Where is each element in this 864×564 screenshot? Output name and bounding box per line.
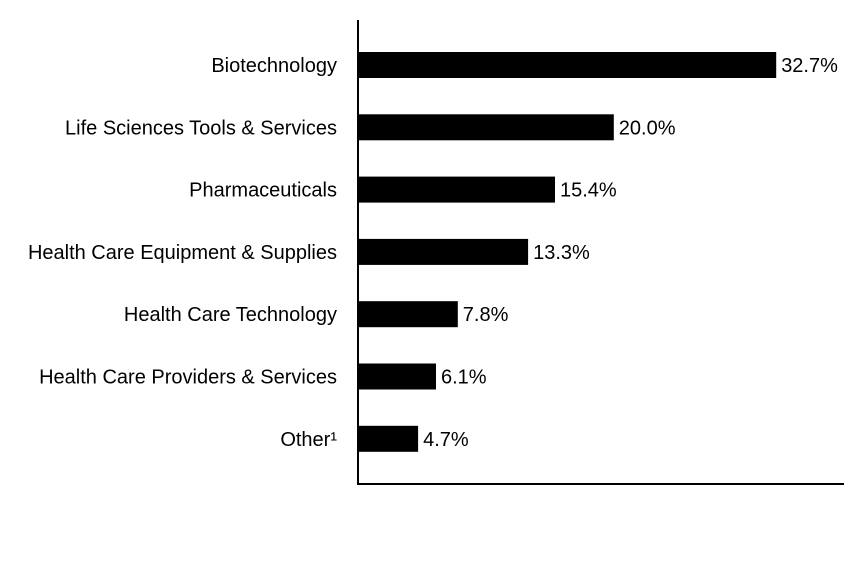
bar-1 bbox=[358, 114, 614, 141]
category-labels-group: Biotechnology Life Sciences Tools & Servi… bbox=[28, 55, 337, 451]
bar-2 bbox=[358, 176, 555, 203]
category-label-4: Health Care Technology bbox=[124, 304, 337, 326]
category-label-6: Other¹ bbox=[280, 429, 337, 451]
value-label-0: 32.7% bbox=[781, 55, 838, 77]
category-label-2: Pharmaceuticals bbox=[189, 180, 337, 202]
value-label-4: 7.8% bbox=[463, 304, 509, 326]
value-label-1: 20.0% bbox=[619, 117, 676, 139]
value-label-6: 4.7% bbox=[423, 429, 469, 451]
bars-group bbox=[358, 52, 777, 452]
value-label-2: 15.4% bbox=[560, 180, 617, 202]
bar-6 bbox=[358, 425, 419, 452]
category-label-1: Life Sciences Tools & Services bbox=[65, 117, 337, 139]
value-label-5: 6.1% bbox=[441, 367, 487, 389]
category-label-3: Health Care Equipment & Supplies bbox=[28, 242, 337, 264]
bar-0 bbox=[358, 52, 777, 78]
bar-5 bbox=[358, 363, 436, 390]
bar-3 bbox=[358, 238, 529, 265]
bar-4 bbox=[358, 301, 458, 328]
value-label-3: 13.3% bbox=[533, 242, 590, 264]
category-label-5: Health Care Providers & Services bbox=[39, 367, 337, 389]
value-labels-group: 32.7% 20.0% 15.4% 13.3% 7.8% 6.1% 4.7% bbox=[423, 55, 838, 451]
category-label-0: Biotechnology bbox=[211, 55, 337, 77]
